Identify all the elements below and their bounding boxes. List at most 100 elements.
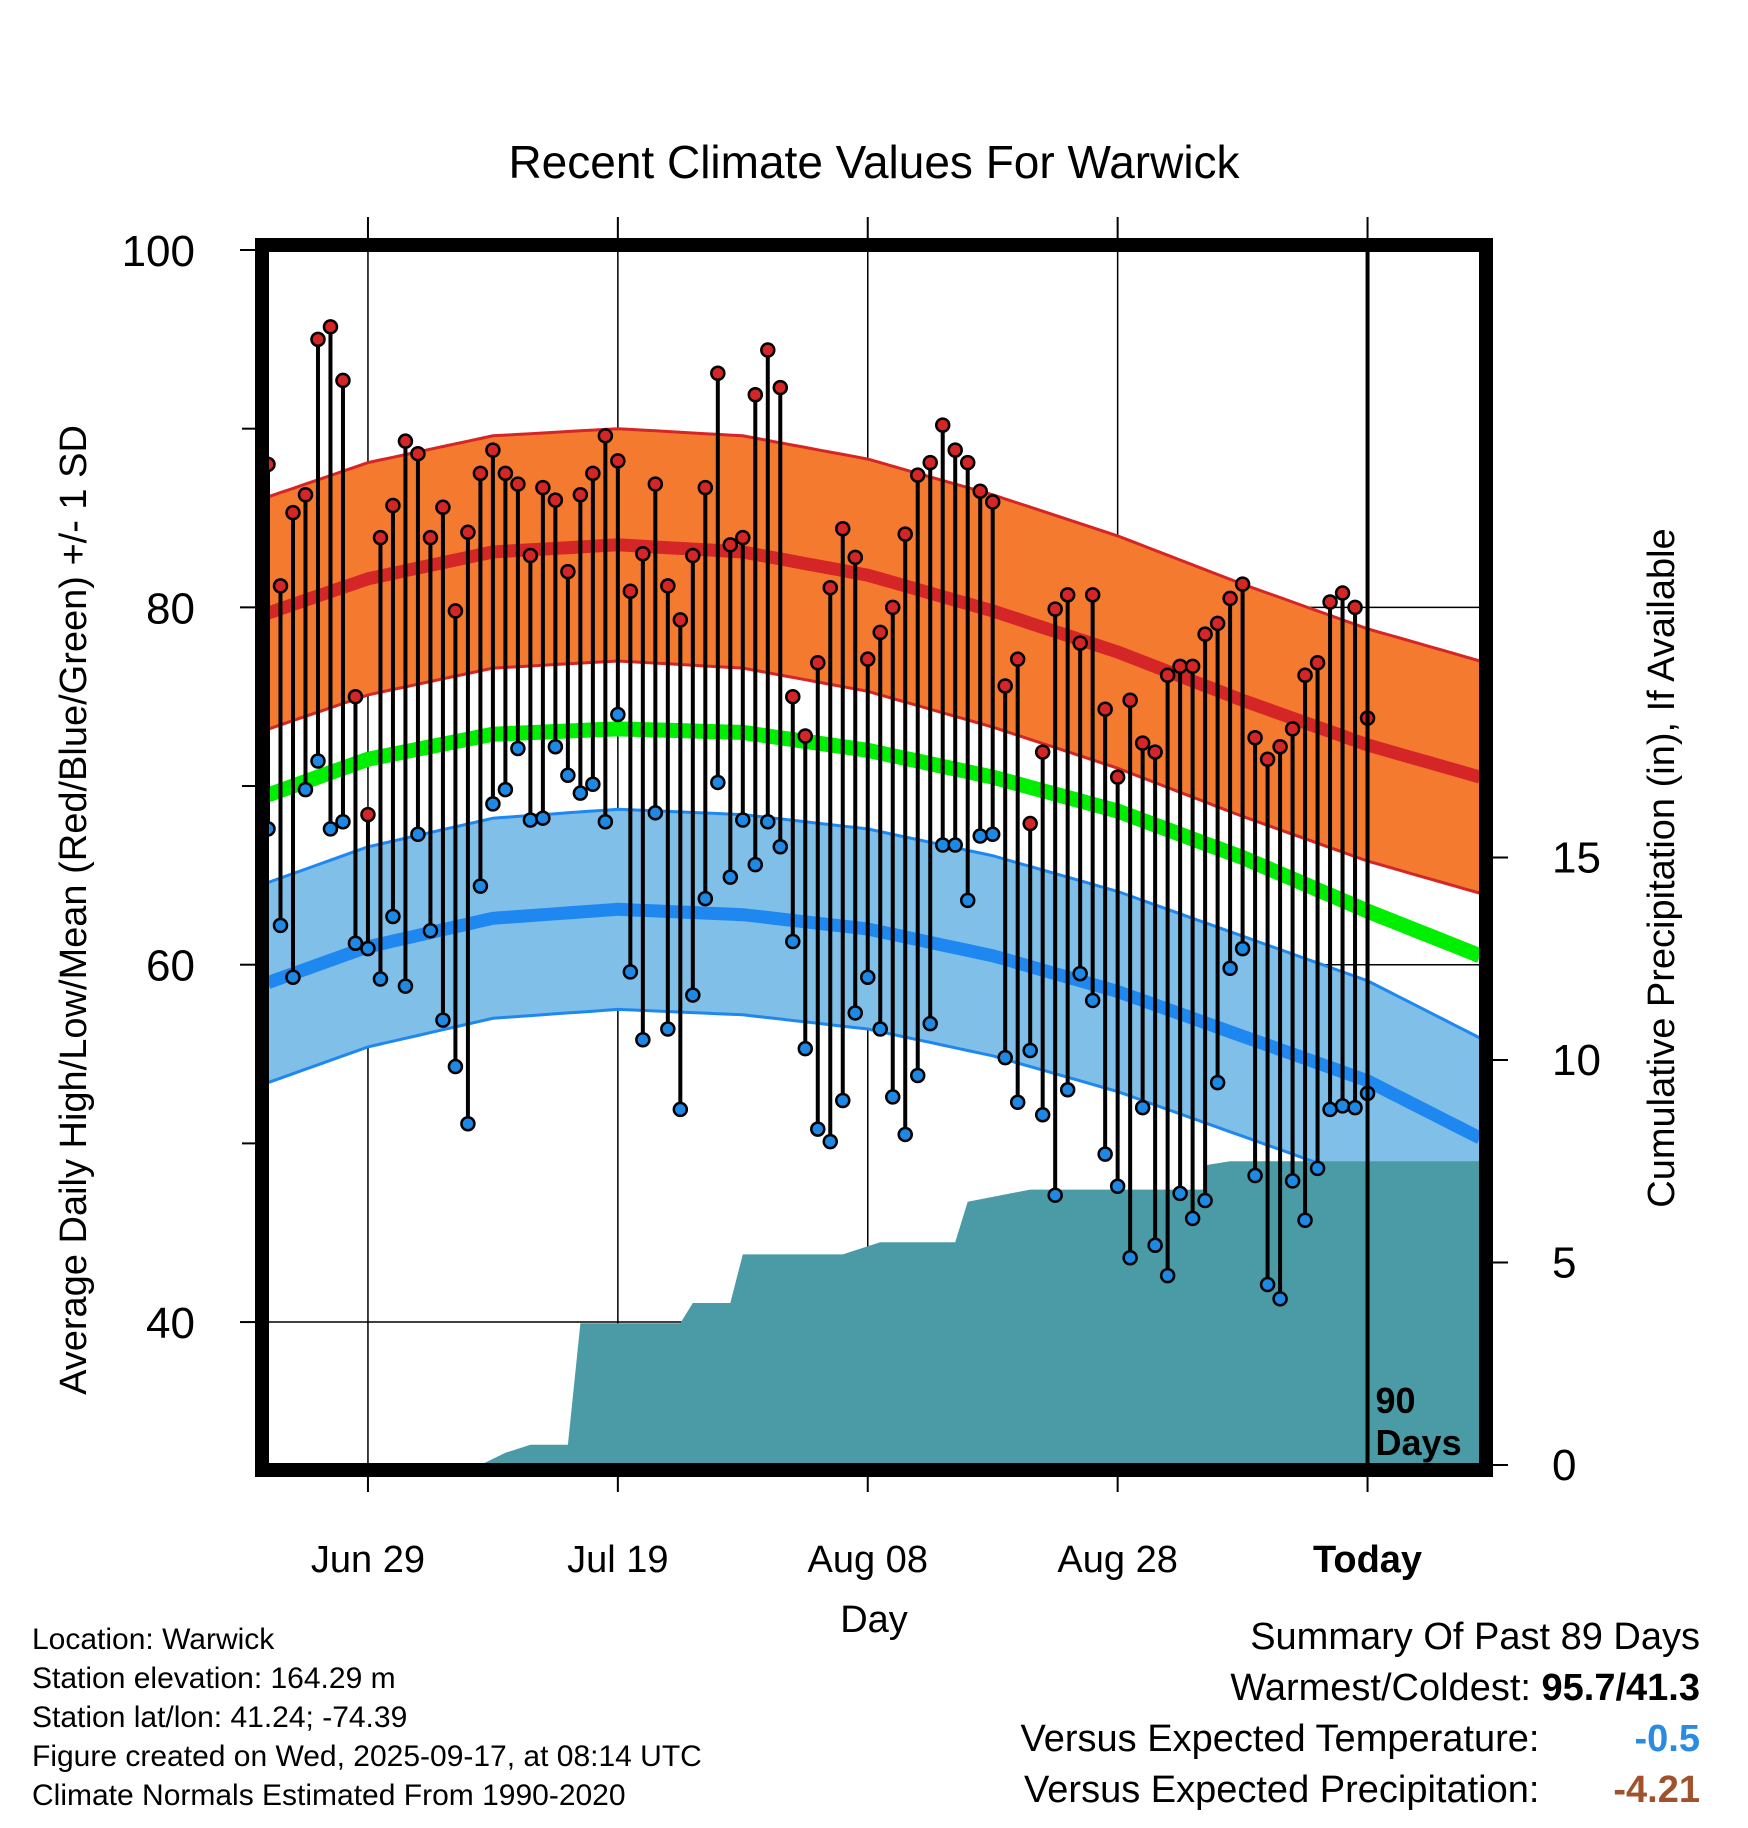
high-point [1272,738,1288,755]
low-point [610,706,626,723]
low-point [572,785,589,801]
today-label-days-word: Days [1376,1422,1462,1463]
low-point [822,1133,839,1150]
low-point [1172,1185,1188,1202]
high-point [697,479,714,496]
low-point [522,812,539,828]
low-point [422,923,439,939]
high-point [422,529,439,546]
low-point [959,892,976,909]
y2-tick-label-10: 10 [1552,1036,1601,1085]
low-point [322,821,339,837]
low-point [1047,1187,1063,1203]
high-point [1047,601,1063,617]
low-point [310,753,326,769]
summary-heading: Summary Of Past 89 Days [1250,1616,1700,1658]
high-point [1172,658,1188,675]
precip-anomaly-label: Versus Expected Precipitation: [1024,1769,1540,1811]
low-point [934,837,951,853]
high-point [747,386,764,403]
low-point [685,987,701,1003]
y2-tick-label-5: 5 [1552,1239,1576,1288]
high-point [972,483,988,499]
low-point [585,776,601,792]
low-point [1084,992,1101,1009]
high-point [884,599,901,616]
high-point [385,497,401,514]
high-point [372,529,389,546]
low-point [835,1092,851,1109]
high-point [735,529,751,546]
low-point [760,814,776,830]
precip-anomaly-value: -4.21 [1613,1769,1700,1811]
low-point [1222,960,1238,977]
high-point [1122,692,1138,709]
low-point [647,805,664,821]
low-point [884,1089,901,1105]
high-point [597,428,614,444]
y-axis-left: 40 60 80 100 [122,227,256,1348]
high-point [460,524,476,541]
low-point [972,828,988,844]
low-point [1234,940,1251,957]
low-point [1297,1212,1313,1228]
high-point [934,417,951,433]
high-point [535,479,551,496]
low-point [909,1067,926,1084]
y2-tick-label-15: 15 [1552,834,1601,883]
y-tick-label-60: 60 [146,942,195,991]
low-point [1322,1101,1338,1118]
high-point [922,454,938,471]
high-point [297,487,314,503]
low-point [597,814,614,830]
low-point [1034,1107,1051,1123]
low-point [535,810,551,826]
low-upper-sd-line [267,807,1481,1040]
high-point [847,549,864,566]
low-point [872,1021,888,1037]
high-point [397,433,414,449]
low-point [485,796,501,812]
y-tick-label-80: 80 [146,584,195,633]
high-point [547,492,564,508]
low-point [1097,1146,1113,1162]
low-point [785,933,801,950]
x-tick-label-today: Today [1313,1539,1422,1581]
low-point [297,781,314,798]
elevation-text: Station elevation: 164.29 m [32,1662,396,1695]
low-point [1134,1099,1151,1116]
low-point [1272,1291,1288,1307]
low-point [435,1012,451,1028]
low-point [1247,1167,1263,1184]
low-point [1147,1237,1163,1253]
y-tick-label-40: 40 [146,1299,195,1348]
x-tick-label-jun-29: Jun 29 [311,1539,425,1581]
high-point [909,467,926,483]
high-point [335,372,351,389]
high-point [785,688,801,705]
daily-range-stems [266,326,1370,1299]
low-point [1334,1098,1351,1114]
high-point [660,578,676,594]
normal-high-line [265,538,1482,784]
warmest-coldest-label: Warmest/Coldest: [1230,1667,1531,1709]
station-info: Location: Warwick Station elevation: 164… [32,1620,702,1815]
low-point [1009,1094,1026,1111]
low-point [1159,1267,1176,1284]
low-point [560,767,576,784]
high-point [472,465,489,482]
high-point [572,487,589,503]
normals-text: Climate Normals Estimated From 1990-2020 [32,1779,626,1812]
high-point [1059,587,1076,603]
high-point [710,365,726,382]
high-point [1072,635,1088,651]
high-point [1334,585,1351,601]
high-point [1109,769,1126,785]
chart-title: Recent Climate Values For Warwick [508,136,1240,188]
low-point [710,774,726,791]
high-point [997,678,1013,694]
low-point [335,814,351,830]
latlon-text: Station lat/lon: 41.24; -74.39 [32,1701,408,1734]
high-point [1084,587,1101,603]
